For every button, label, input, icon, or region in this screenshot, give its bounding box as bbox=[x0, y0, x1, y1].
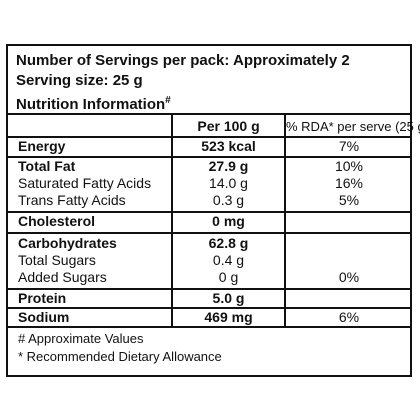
serving-size: Serving size: 25 g bbox=[16, 72, 143, 89]
divider bbox=[8, 211, 410, 213]
row-rda-trans: 5% bbox=[338, 192, 360, 208]
row-label-total-fat: Total Fat bbox=[18, 158, 76, 174]
row-rda-total-fat: 10% bbox=[334, 158, 364, 174]
divider bbox=[8, 326, 410, 328]
row-label-trans: Trans Fatty Acids bbox=[18, 192, 126, 208]
column-header-rda: % RDA* per serve (25 g) bbox=[286, 119, 420, 134]
row-value-total-fat: 27.9 g bbox=[208, 158, 249, 174]
nutrition-title-text: Nutrition Information bbox=[16, 96, 166, 113]
nutrition-title-mark: # bbox=[165, 95, 171, 106]
row-value-trans: 0.3 g bbox=[212, 192, 245, 208]
footnote-rda: * Recommended Dietary Allowance bbox=[18, 349, 222, 364]
row-label-protein: Protein bbox=[18, 290, 67, 306]
row-value-protein: 5.0 g bbox=[212, 290, 245, 306]
divider bbox=[8, 156, 410, 158]
divider bbox=[8, 232, 410, 234]
row-value-energy: 523 kcal bbox=[201, 138, 256, 154]
divider bbox=[8, 136, 410, 138]
row-rda-saturated: 16% bbox=[334, 175, 364, 191]
column-divider bbox=[284, 113, 286, 326]
nutrition-title: Nutrition Information# bbox=[16, 92, 171, 114]
footnote-approx: # Approximate Values bbox=[18, 331, 144, 346]
row-label-saturated: Saturated Fatty Acids bbox=[18, 175, 152, 191]
servings-per-pack: Number of Servings per pack: Approximate… bbox=[16, 52, 350, 69]
row-value-total-sugars: 0.4 g bbox=[212, 252, 245, 268]
row-label-added-sugars: Added Sugars bbox=[18, 269, 107, 285]
row-label-cholesterol: Cholesterol bbox=[18, 213, 96, 229]
row-value-carbohydrates: 62.8 g bbox=[208, 235, 249, 251]
column-divider bbox=[171, 113, 173, 326]
row-label-carbohydrates: Carbohydrates bbox=[18, 235, 117, 251]
row-rda-energy: 7% bbox=[338, 138, 360, 154]
column-header-per100: Per 100 g bbox=[197, 118, 260, 134]
row-value-cholesterol: 0 mg bbox=[212, 213, 245, 229]
divider bbox=[8, 307, 410, 309]
nutrition-panel: Number of Servings per pack: Approximate… bbox=[6, 44, 420, 377]
row-label-energy: Energy bbox=[18, 138, 66, 154]
row-value-sodium: 469 mg bbox=[204, 309, 253, 325]
row-label-sodium: Sodium bbox=[18, 309, 70, 325]
row-value-added-sugars: 0 g bbox=[218, 269, 239, 285]
row-rda-added-sugars: 0% bbox=[338, 269, 360, 285]
row-value-saturated: 14.0 g bbox=[209, 175, 248, 191]
row-rda-sodium: 6% bbox=[338, 309, 360, 325]
divider bbox=[8, 288, 410, 290]
divider bbox=[8, 113, 410, 115]
row-label-total-sugars: Total Sugars bbox=[18, 252, 96, 268]
